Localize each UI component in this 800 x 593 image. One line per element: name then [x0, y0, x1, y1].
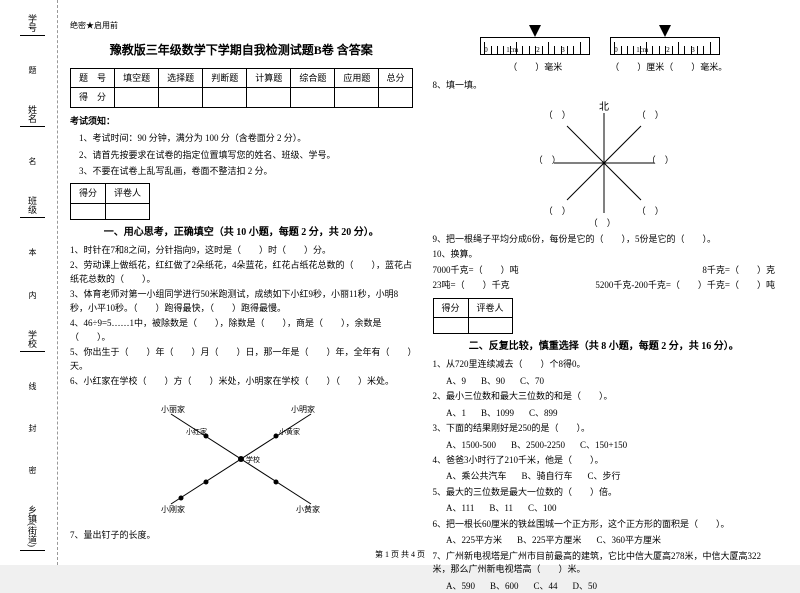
binding-field-class: 班级: [20, 196, 45, 218]
svg-text:北: 北: [599, 101, 609, 113]
s2q5-opts: A、111B、11C、100: [446, 501, 775, 515]
binding-field-name: 姓名: [20, 105, 45, 127]
q9: 9、把一根绳子平均分成6份，每份是它的（ ），5份是它的（ ）。: [433, 233, 776, 247]
svg-text:小丽家: 小丽家: [161, 404, 185, 414]
q10-row2: 23吨=（ ）千克 5200千克-200千克=（ ）千克=（ ）吨: [433, 279, 776, 293]
binding-mark-3: 内: [27, 288, 39, 303]
s2q5: 5、最大的三位数是最大一位数的（ ）倍。: [433, 486, 776, 500]
ruler-2: 0 1cm 2 3 （ ）厘米（ ）毫米。: [610, 25, 727, 74]
secrecy-mark: 绝密★启用前: [70, 20, 413, 33]
svg-text:小黄家: 小黄家: [296, 504, 320, 514]
exam-title: 豫教版三年级数学下学期自我检测试题B卷 含答案: [70, 41, 413, 60]
location-diagram: 小丽家 小明家 小红家 小黄家 学校 小刚家 小黄家: [151, 394, 331, 524]
binding-mark-0: 题: [27, 63, 39, 78]
notice-item: 1、考试时间：90 分钟，满分为 100 分（含卷面分 2 分）。: [70, 131, 413, 145]
s2q3-opts: A、1500-500B、2500-2250C、150+150: [446, 438, 775, 452]
s2q3: 3、下面的结果刚好是250的是（ ）。: [433, 422, 776, 436]
exam-page: 学号 题 姓名 名 班级 本 内 学校 线 封 密 乡镇(街道) 绝密★启用前 …: [0, 0, 800, 565]
section1-title: 一、用心思考，正确填空（共 10 小题，每题 2 分，共 20 分）。: [70, 225, 413, 241]
svg-text:小红家: 小红家: [186, 427, 207, 436]
binding-mark-6: 密: [27, 463, 39, 478]
ruler-2-unit: （ ）厘米（ ）毫米。: [610, 60, 727, 74]
s2q6: 6、把一根长60厘米的铁丝围城一个正方形，这个正方形的面积是（ ）。: [433, 518, 776, 532]
page-number: 第 1 页 共 4 页: [375, 549, 425, 560]
s2q1: 1、从720里连续减去（ ）个8得0。: [433, 358, 776, 372]
ruler-1-unit: （ ）毫米: [480, 60, 590, 74]
q10-row1: 7000千克=（ ）吨 8千克=（ ）克: [433, 264, 776, 278]
svg-text:小刚家: 小刚家: [161, 504, 185, 514]
score-table: 题 号 填空题 选择题 判断题 计算题 综合题 应用题 总分 得 分: [70, 68, 413, 108]
s2q2-opts: A、1B、1099C、899: [446, 406, 775, 420]
q5: 5、你出生于（ ）年（ ）月（ ）日，那一年是（ ）年，全年有（ ）天。: [70, 346, 413, 373]
notice-item: 3、不要在试卷上乱写乱画，卷面不整洁扣 2 分。: [70, 164, 413, 178]
binding-margin: 学号 题 姓名 名 班级 本 内 学校 线 封 密 乡镇(街道): [8, 0, 58, 565]
s2q7-opts: A、590B、600C、44D、50: [446, 579, 775, 593]
binding-mark-1: 名: [27, 154, 39, 169]
right-column: 0 1cm 2 3 （ ）毫米 0: [423, 20, 786, 555]
binding-field-school: 学校: [20, 330, 45, 352]
notice-title: 考试须知：: [70, 114, 413, 128]
binding-mark-5: 封: [27, 421, 39, 436]
compass-diagram: 北 （ ） （ ） （ ） （ ） （ ） （ ） （ ）: [539, 98, 669, 228]
pointer-icon: [529, 25, 541, 37]
q8: 8、填一填。: [433, 79, 776, 93]
eval-table: 得分评卷人: [70, 183, 150, 219]
binding-mark-2: 本: [27, 245, 39, 260]
q3: 3、体育老师对第一小组同学进行50米跑测试，成绩如下小红9秒，小丽11秒，小明8…: [70, 288, 413, 315]
svg-text:学校: 学校: [246, 455, 260, 464]
s2q4: 4、爸爸3小时行了210千米，他是（ ）。: [433, 454, 776, 468]
svg-text:小明家: 小明家: [291, 404, 315, 414]
q2: 2、劳动课上做纸花，红红做了2朵纸花，4朵蓝花，红花占纸花总数的（ ），蓝花占纸…: [70, 259, 413, 286]
q10: 10、换算。: [433, 248, 776, 262]
s2q1-opts: A、9B、90C、70: [446, 374, 775, 388]
pointer-icon: [659, 25, 671, 37]
ruler-1: 0 1cm 2 3 （ ）毫米: [480, 25, 590, 74]
svg-text:小黄家: 小黄家: [279, 427, 300, 436]
ruler-row: 0 1cm 2 3 （ ）毫米 0: [433, 25, 776, 74]
q4: 4、46÷9=5……1中，被除数是（ ），除数是（ ），商是（ ），余数是（ ）…: [70, 317, 413, 344]
s2q6-opts: A、225平方米B、225平方厘米C、360平方厘米: [446, 533, 775, 547]
section2-title: 二、反复比较，慎重选择（共 8 小题，每题 2 分，共 16 分）。: [433, 339, 776, 355]
s2q7: 7、广州新电视塔是广州市目前最高的建筑，它比中信大厦高278米，中信大厦高322…: [433, 550, 776, 577]
s2q2: 2、最小三位数和最大三位数的和是（ ）。: [433, 390, 776, 404]
eval-table-2: 得分评卷人: [433, 298, 513, 334]
table-row: 题 号 填空题 选择题 判断题 计算题 综合题 应用题 总分: [71, 68, 413, 87]
q1: 1、时针在7和8之间，分针指向9，这时是（ ）时（ ）分。: [70, 244, 413, 258]
binding-field-town: 乡镇(街道): [20, 505, 45, 551]
table-row: 得 分: [71, 88, 413, 107]
s2q4-opts: A、乘公共汽车B、骑自行车C、步行: [446, 469, 775, 483]
binding-field-id: 学号: [20, 14, 45, 36]
notice-item: 2、请首先按要求在试卷的指定位置填写您的姓名、班级、学号。: [70, 148, 413, 162]
binding-mark-4: 线: [27, 379, 39, 394]
q7: 7、量出钉子的长度。: [70, 529, 413, 543]
q6: 6、小红家在学校（ ）方（ ）米处，小明家在学校（ ）（ ）米处。: [70, 375, 413, 389]
left-column: 绝密★启用前 豫教版三年级数学下学期自我检测试题B卷 含答案 题 号 填空题 选…: [60, 20, 423, 555]
